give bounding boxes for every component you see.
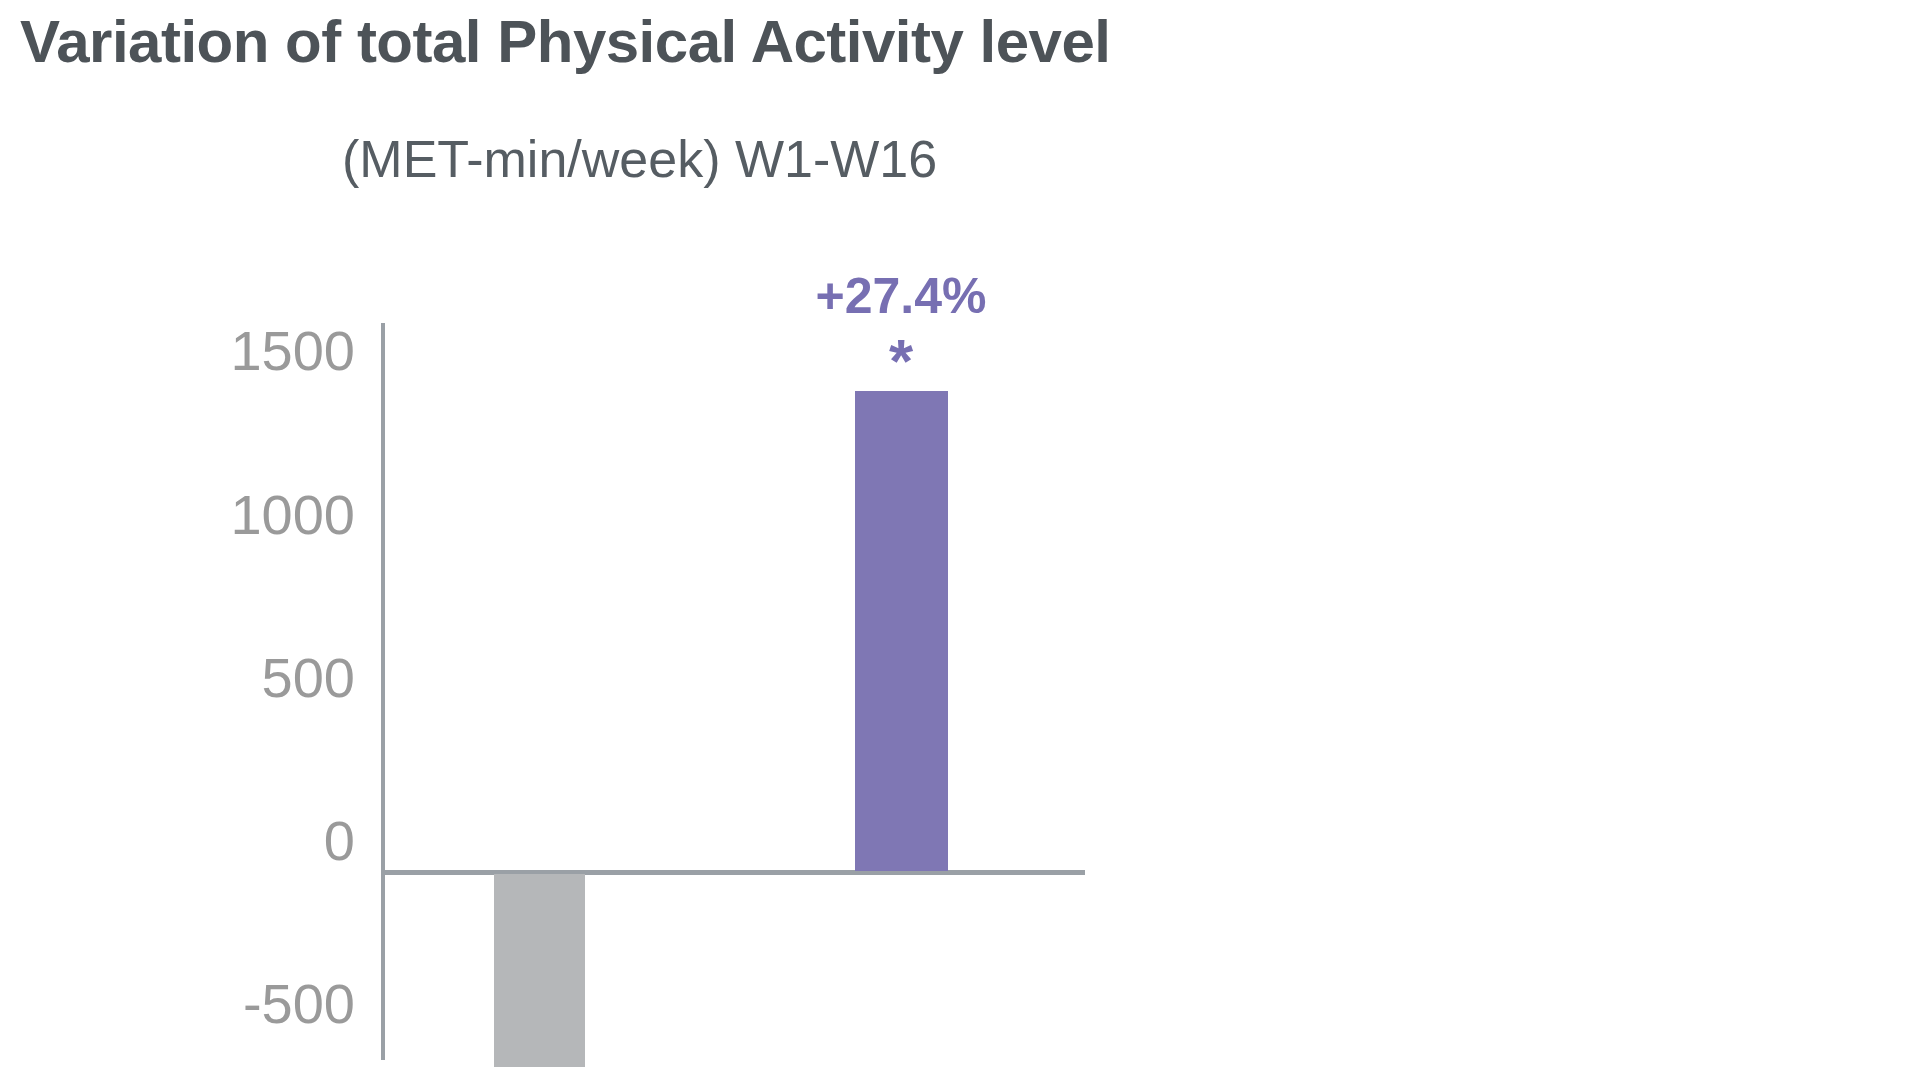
x-axis-line bbox=[381, 870, 1085, 875]
bar-value-label: +27.4% bbox=[816, 271, 987, 321]
chart-title: Variation of total Physical Activity lev… bbox=[20, 12, 1111, 72]
significance-asterisk: * bbox=[889, 330, 913, 392]
y-tick-label: -500 bbox=[100, 976, 355, 1032]
y-tick-label: 1500 bbox=[100, 323, 355, 379]
chart-subtitle: (MET-min/week) W1-W16 bbox=[342, 133, 937, 185]
y-tick-label: 1000 bbox=[100, 487, 355, 543]
y-tick-label: 500 bbox=[100, 650, 355, 706]
y-axis-line bbox=[381, 323, 385, 1060]
bar-positive bbox=[855, 391, 948, 871]
y-tick-label: 0 bbox=[100, 813, 355, 869]
bar-negative bbox=[494, 874, 585, 1067]
chart-canvas: Variation of total Physical Activity lev… bbox=[0, 0, 1920, 1080]
